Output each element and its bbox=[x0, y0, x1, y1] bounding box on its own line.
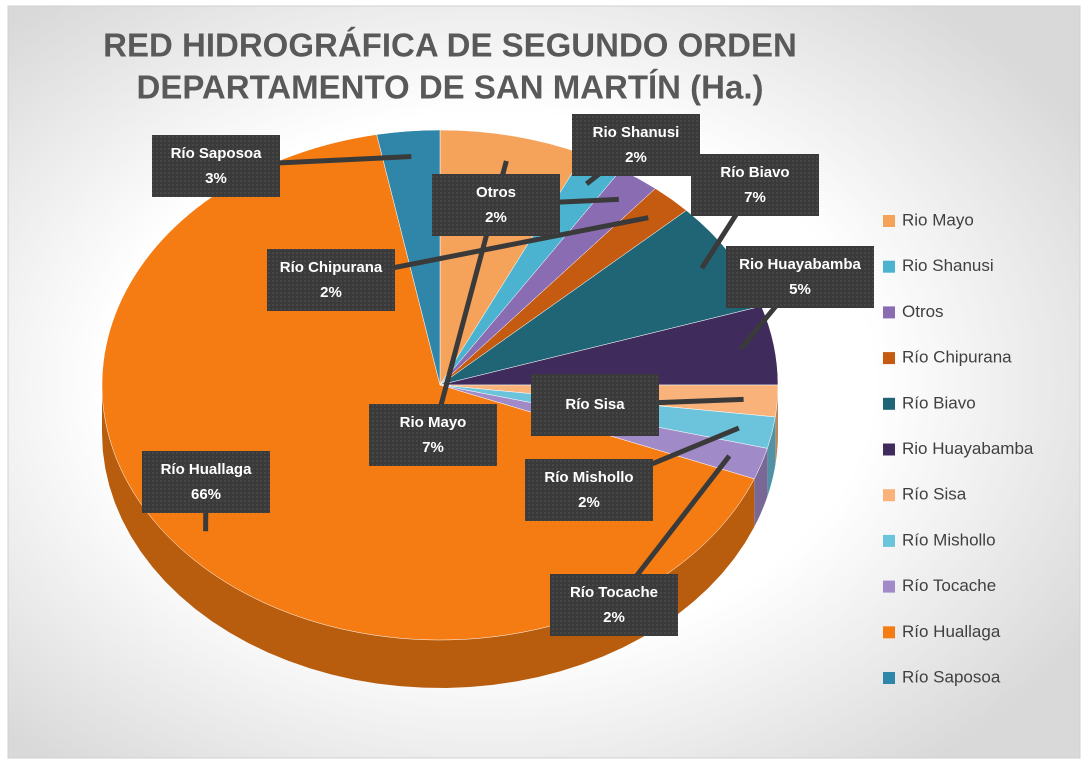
legend-swatch bbox=[883, 398, 895, 410]
legend-label: Otros bbox=[902, 302, 944, 321]
legend-label: Rio Mayo bbox=[902, 210, 974, 229]
data-label-value: 3% bbox=[205, 170, 227, 187]
legend-swatch bbox=[883, 352, 895, 364]
data-label-value: 7% bbox=[422, 439, 444, 456]
legend-swatch bbox=[883, 535, 895, 547]
legend-swatch bbox=[883, 489, 895, 501]
data-label-value: 5% bbox=[789, 281, 811, 298]
data-label-name: Río Saposoa bbox=[171, 145, 263, 162]
data-label-name: Río Sisa bbox=[565, 396, 625, 413]
data-label-name: Rio Shanusi bbox=[593, 124, 680, 141]
data-label-name: Río Chipurana bbox=[280, 259, 383, 276]
data-label-name: Río Tocache bbox=[570, 584, 658, 601]
data-label-name: Río Mishollo bbox=[544, 469, 633, 486]
legend-swatch bbox=[883, 261, 895, 273]
data-label-name: Río Huallaga bbox=[161, 461, 253, 478]
data-label-value: 66% bbox=[191, 486, 221, 503]
legend-label: Rio Huayabamba bbox=[902, 439, 1034, 458]
legend-swatch bbox=[883, 672, 895, 684]
legend-swatch bbox=[883, 581, 895, 593]
data-label-value: 2% bbox=[578, 494, 600, 511]
legend-label: Río Sisa bbox=[902, 485, 967, 504]
data-label-name: Otros bbox=[476, 184, 516, 201]
chart-title: RED HIDROGRÁFICA DE SEGUNDO ORDEN bbox=[103, 27, 797, 64]
legend-label: Río Huallaga bbox=[902, 622, 1001, 641]
legend-swatch bbox=[883, 215, 895, 227]
legend-label: Río Biavo bbox=[902, 393, 976, 412]
data-label-name: Rio Mayo bbox=[400, 414, 467, 431]
legend-label: Rio Shanusi bbox=[902, 256, 994, 275]
legend-label: Río Saposoa bbox=[902, 667, 1001, 686]
data-label-name: Rio Huayabamba bbox=[739, 256, 861, 273]
data-label-name: Río Biavo bbox=[720, 164, 789, 181]
data-label-value: 2% bbox=[625, 149, 647, 166]
chart-title: DEPARTAMENTO DE SAN MARTÍN (Ha.) bbox=[137, 69, 764, 106]
legend-swatch bbox=[883, 306, 895, 318]
legend-swatch bbox=[883, 626, 895, 638]
legend-label: Río Tocache bbox=[902, 576, 996, 595]
legend-label: Río Chipurana bbox=[902, 348, 1012, 367]
data-label-value: 2% bbox=[320, 284, 342, 301]
data-label-value: 2% bbox=[485, 209, 507, 226]
legend-label: Río Mishollo bbox=[902, 530, 996, 549]
data-label-value: 7% bbox=[744, 189, 766, 206]
legend-swatch bbox=[883, 444, 895, 456]
data-label-value: 2% bbox=[603, 609, 625, 626]
